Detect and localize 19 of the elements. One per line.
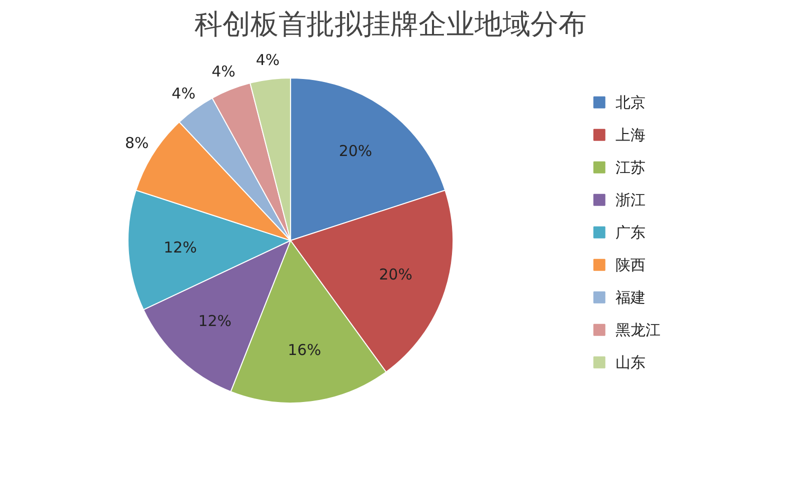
data-label: 12% <box>164 238 197 256</box>
data-label: 12% <box>198 312 232 330</box>
legend-label: 山东 <box>616 353 646 372</box>
chart-title: 科创板首批拟挂牌企业地域分布 <box>194 8 586 40</box>
data-label: 20% <box>378 266 412 284</box>
data-label: 4% <box>172 84 196 102</box>
legend-label: 黑龙江 <box>616 320 661 339</box>
legend-label: 广东 <box>616 223 646 242</box>
legend-label: 上海 <box>616 126 646 144</box>
data-label: 20% <box>338 142 372 160</box>
data-label: 4% <box>256 50 280 69</box>
data-label: 4% <box>212 62 236 80</box>
data-label: 16% <box>288 341 322 360</box>
legend-label: 福建 <box>616 288 646 306</box>
data-label: 8% <box>124 134 149 152</box>
legend-label: 江苏 <box>616 158 646 176</box>
legend-label: 浙江 <box>616 190 646 209</box>
legend-label: 陕西 <box>616 256 646 274</box>
legend-label: 北京 <box>616 93 646 112</box>
